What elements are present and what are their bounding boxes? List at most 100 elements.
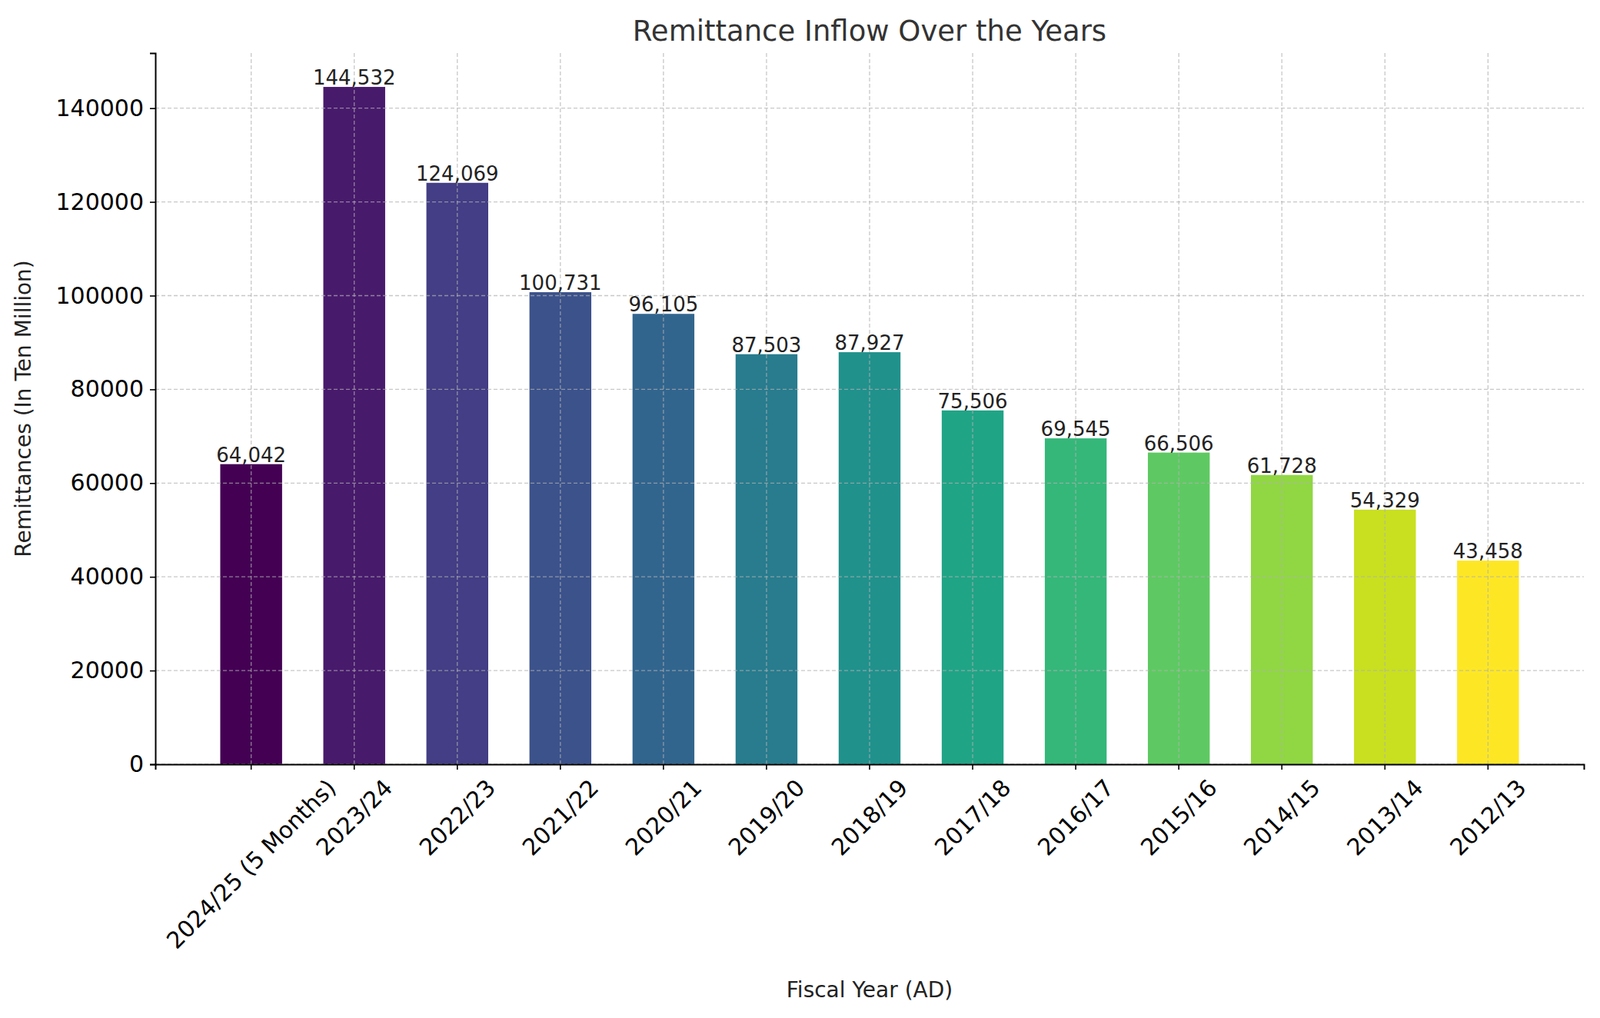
grid-line [1281,53,1283,765]
tick-mark [149,295,156,297]
grid-line [559,53,561,765]
tick: 2018/19 [826,764,914,862]
tick: 2013/14 [1341,764,1429,862]
tick-mark [149,107,156,110]
tick: 40000 [70,562,156,590]
tick-label: 20000 [70,656,144,684]
tick-label: 2017/18 [929,774,1017,862]
tick: 2019/20 [723,764,811,862]
tick: 0 [129,750,156,778]
tick: 2022/23 [413,764,501,862]
data-label: 100,731 [518,271,603,295]
tick-label: 60000 [70,469,144,496]
tick-mark [149,764,156,766]
data-label: 66,506 [1144,432,1215,456]
tick: 120000 [55,188,156,216]
tick: 100000 [55,282,156,310]
tick-label: 120000 [55,188,144,216]
tick-label: 2014/15 [1238,774,1326,862]
tick-mark [149,482,156,485]
tick-mark [456,764,459,770]
tick-mark [559,764,562,770]
tick: 2020/21 [619,764,707,862]
grid [155,53,1584,765]
tick-label: 80000 [70,375,144,403]
tick: 2016/17 [1032,764,1120,862]
x-axis-title: Fiscal Year (AD) [786,977,953,1003]
data-label: 96,105 [628,292,699,317]
data-label: 61,728 [1247,454,1318,478]
tick: 2015/16 [1135,764,1223,862]
tick: 2014/15 [1238,764,1326,862]
tick-mark [1383,764,1386,770]
tick-mark [1487,764,1490,770]
data-label: 144,532 [312,66,396,90]
tick: 2021/22 [516,764,604,862]
tick-label: 40000 [70,562,144,590]
tick-label: 2015/16 [1135,774,1223,862]
tick-mark [1280,764,1283,770]
tick-mark [1074,764,1077,770]
tick-mark [353,764,356,770]
grid-line [250,53,252,765]
grid-line [353,53,355,765]
bar [941,410,1004,765]
tick: 140000 [55,94,156,122]
grid-line [1074,53,1076,765]
tick-label: 2013/14 [1341,774,1429,862]
tick-mark [1177,764,1180,770]
tick: 80000 [70,375,156,403]
y-axis: 0 20000 40000 60000 80000 100000 120000 140000 [55,53,156,779]
chart: 0 20000 40000 60000 80000 100000 120000 140000 2… [0,0,1600,1018]
tick-mark [149,389,156,391]
data-label: 75,506 [938,389,1008,413]
tick-label: 2024/25 (5 Months) [161,774,342,955]
tick-label: 2016/17 [1032,774,1120,862]
grid-line [662,53,664,765]
data-label: 87,927 [834,331,905,355]
title: Remittance Inflow Over the Years [632,14,1107,48]
tick-label: 2020/21 [619,774,707,862]
data-label: 87,503 [731,333,802,357]
tick-label: 140000 [55,94,144,122]
tick-mark [765,764,768,770]
data-labels: 64,042 144,532 124,069 100,731 96,105 87,503 8… [216,66,1524,563]
data-label: 64,042 [216,443,287,467]
tick-label: 2012/13 [1444,774,1532,862]
tick-mark [971,764,974,770]
y-axis-title: Remittances (In Ten Million) [10,259,37,558]
tick: 2017/18 [929,764,1017,862]
tick-label: 2021/22 [516,774,604,862]
x-axis-line [156,765,1585,771]
x-axis: 2024/25 (5 Months)2023/242022/232021/222… [156,764,1585,955]
grid-line [155,482,1584,484]
tick-label: 100000 [55,282,144,310]
tick-mark [149,576,156,579]
tick: 2023/24 [310,764,398,862]
data-label: 54,329 [1350,488,1421,513]
tick-label: 0 [129,750,144,778]
tick-mark [250,764,253,770]
tick: 60000 [70,469,156,496]
y-axis-line [149,53,157,766]
tick-label: 2022/23 [413,774,501,862]
data-label: 69,545 [1041,417,1112,441]
grid-line [765,53,767,765]
tick-mark [149,201,156,203]
data-label: 43,458 [1453,539,1524,563]
tick: 2024/25 (5 Months) [161,764,342,955]
grid-line [868,53,870,765]
tick-label: 2023/24 [310,774,398,862]
grid-line [1487,53,1489,765]
grid-line [1178,53,1180,765]
tick: 2012/13 [1444,764,1532,862]
grid-line [1384,53,1386,765]
tick: 20000 [70,656,156,684]
background [0,0,1600,1018]
grid-line [456,53,458,765]
tick-label: 2019/20 [723,774,811,862]
tick-mark [149,670,156,672]
tick-mark [868,764,871,770]
data-label: 124,069 [415,162,499,186]
tick-label: 2018/19 [826,774,914,862]
